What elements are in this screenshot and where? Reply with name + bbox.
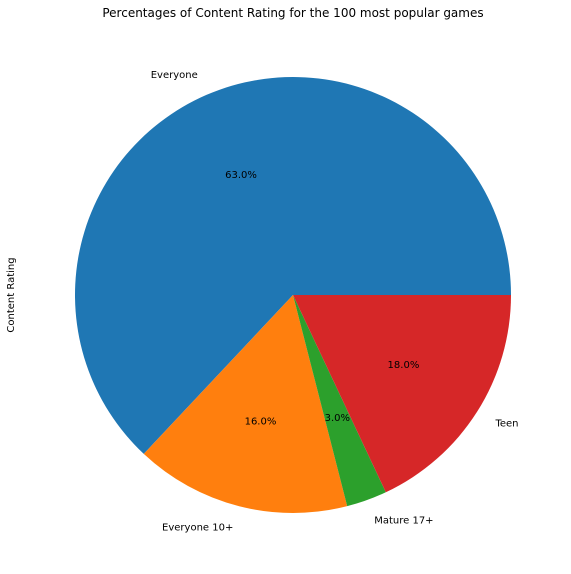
pie-labels: Everyone 63.0% Everyone 10+ 16.0% Mature 17+…	[151, 70, 519, 533]
pie-slices	[74, 77, 511, 513]
slice-label-3: Mature 17+	[374, 516, 433, 527]
y-axis-label: Content Rating	[6, 257, 17, 332]
pie-slice-mature-17	[293, 295, 386, 507]
slice-percent-4: 18.0%	[388, 360, 420, 371]
slice-label-1: Everyone	[151, 70, 198, 81]
pie-slice-teen	[293, 295, 511, 493]
slice-percent-3: 3.0%	[325, 413, 350, 424]
slice-label-4: Teen	[494, 418, 518, 429]
slice-label-2: Everyone 10+	[162, 522, 233, 533]
pie-slice-everyone	[74, 77, 511, 454]
pie-slice-everyone-10	[143, 295, 348, 513]
chart-title: Percentages of Content Rating for the 10…	[102, 6, 483, 20]
slice-percent-1: 63.0%	[225, 170, 257, 181]
slice-percent-2: 16.0%	[245, 417, 277, 428]
